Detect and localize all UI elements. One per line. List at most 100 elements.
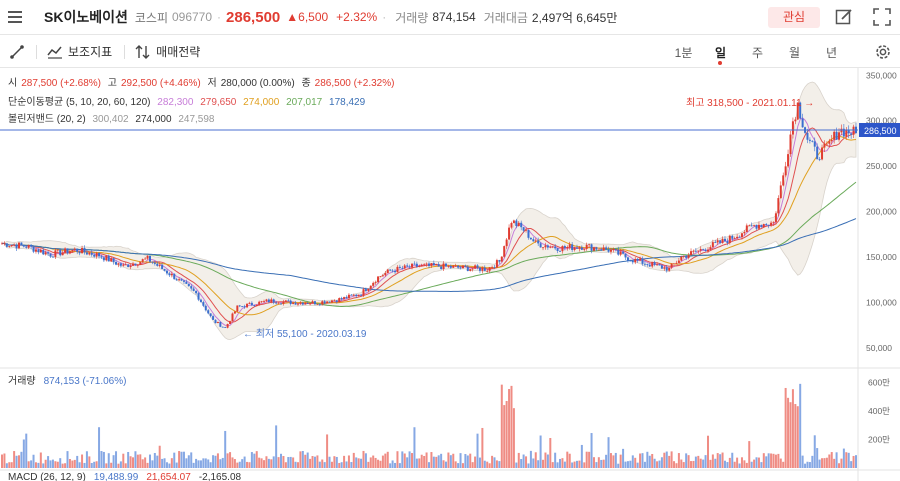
gear-icon[interactable]	[874, 43, 892, 61]
candle-body	[355, 294, 358, 296]
candle-body	[656, 264, 659, 266]
candle-body	[549, 246, 552, 248]
market-name: 코스피	[134, 10, 168, 25]
volume-bar	[488, 463, 491, 468]
volume-bar	[175, 462, 178, 468]
candle-body	[347, 294, 350, 299]
tab-day[interactable]: 일	[702, 44, 739, 65]
volume-tick-label: 600만	[868, 377, 890, 387]
volume-bar	[801, 455, 804, 468]
candle-body	[306, 303, 309, 305]
volume-bar	[122, 453, 125, 468]
candle-body	[226, 324, 229, 328]
candle-body	[272, 299, 275, 303]
bollinger-middle: 274,000	[135, 114, 172, 125]
ohlc-line: 시 287,500 (+2.68%) 고 292,500 (+4.46%) 저 280…	[8, 74, 398, 89]
candle-body	[624, 253, 627, 258]
candle-body	[816, 146, 819, 160]
candle-body	[668, 267, 671, 271]
ma10-line	[1, 127, 857, 323]
candle-body	[583, 248, 586, 250]
candle-body	[76, 248, 79, 252]
volume-bar	[629, 460, 632, 468]
volume-bar	[726, 462, 729, 468]
volume-bar	[505, 401, 508, 468]
low-label: 저	[207, 78, 217, 89]
candle-body	[592, 247, 595, 251]
volume-bar	[32, 454, 35, 468]
volume-bar	[515, 462, 518, 468]
candle-body	[704, 249, 707, 252]
candle-body	[762, 224, 765, 228]
candle-body	[653, 262, 656, 265]
volume-bar	[510, 385, 513, 468]
candle-body	[85, 252, 88, 255]
candle-body	[229, 321, 232, 325]
candle-body	[115, 262, 118, 265]
volume-bar	[554, 452, 557, 468]
candle-body	[478, 267, 481, 271]
edit-icon[interactable]	[835, 8, 853, 26]
volume-bar	[192, 462, 195, 468]
volume-bar	[316, 455, 319, 468]
ma5-value: 282,300	[157, 97, 194, 108]
volume-bar	[420, 454, 423, 468]
fullscreen-icon[interactable]	[873, 8, 891, 26]
candle-body	[690, 251, 693, 256]
candle-body	[345, 297, 348, 299]
stock-name[interactable]: SK이노베이션	[44, 9, 128, 25]
candle-body	[845, 129, 848, 137]
volume-bar	[559, 458, 562, 468]
tab-week[interactable]: 주	[751, 45, 764, 60]
tab-minute[interactable]: 1분	[674, 45, 693, 60]
volume-bar	[17, 455, 20, 468]
trade-strategy-button[interactable]: 매매전략	[135, 43, 200, 60]
volume-bar	[855, 455, 857, 468]
candle-body	[573, 247, 576, 250]
candle-body	[425, 263, 428, 265]
volume-bar	[168, 463, 171, 468]
volume-bar	[609, 453, 612, 468]
volume-bar	[527, 463, 530, 468]
volume-bar	[95, 461, 98, 468]
current-price: 286,500	[226, 8, 281, 26]
ma-line[interactable]: 단순이동평균 (5, 10, 20, 60, 120) 282,300 279,…	[8, 93, 369, 108]
volume-bar	[369, 457, 372, 468]
candle-body	[459, 267, 462, 269]
bollinger-line[interactable]: 볼린저밴드 (20, 2) 300,402 274,000 247,598	[8, 110, 219, 125]
volume-bar	[823, 458, 826, 468]
volume-bar	[20, 451, 23, 468]
volume-bar	[605, 454, 608, 468]
volume-bar	[233, 459, 236, 468]
price-chart[interactable]: 350,000 300,000 250,000 200,000 150,000 100,0…	[0, 68, 900, 481]
menu-icon[interactable]	[8, 11, 22, 23]
candle-body	[728, 235, 731, 243]
candle-body	[745, 225, 748, 232]
volume-bar	[255, 451, 258, 468]
candle-body	[394, 270, 397, 273]
volume-bar	[326, 434, 329, 468]
candle-body	[27, 244, 30, 248]
volume-bar	[318, 461, 321, 468]
candle-body	[777, 198, 780, 214]
favorite-button[interactable]: 관심	[768, 7, 820, 28]
tab-month[interactable]: 월	[788, 45, 801, 60]
candle-body	[413, 263, 416, 265]
chart-toolbar: 보조지표 매매전략 1분 일 주 월 년	[0, 36, 900, 68]
volume-bar	[309, 458, 312, 468]
volume-bar	[690, 461, 693, 468]
tab-year[interactable]: 년	[825, 45, 838, 60]
volume-bar	[296, 462, 299, 468]
indicator-button[interactable]: 보조지표	[47, 43, 112, 60]
volume-bar	[238, 461, 241, 468]
volume-bar	[471, 462, 474, 468]
draw-line-icon[interactable]	[10, 44, 24, 59]
volume-bar	[153, 452, 156, 468]
candle-body	[495, 260, 498, 268]
candle-body	[323, 301, 326, 304]
volume-bar	[757, 457, 760, 468]
volume-bar	[413, 427, 416, 468]
candle-body	[360, 294, 363, 296]
candle-body	[243, 306, 246, 308]
volume-bar	[464, 453, 467, 468]
